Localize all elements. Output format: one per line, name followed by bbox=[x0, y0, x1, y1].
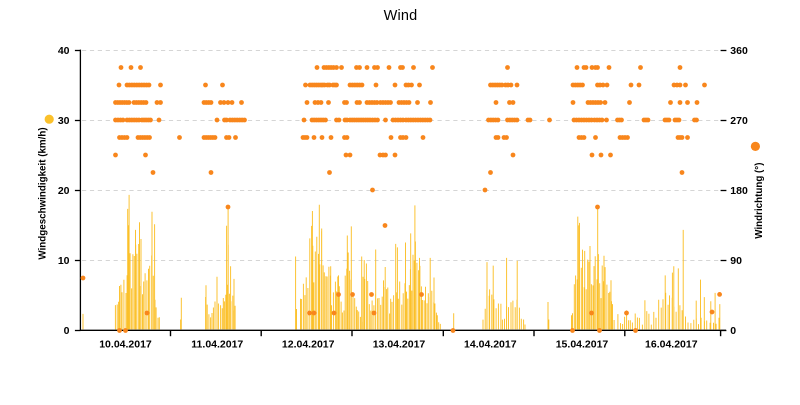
svg-text:90: 90 bbox=[730, 255, 742, 267]
svg-text:Windrichtung (°): Windrichtung (°) bbox=[754, 162, 765, 238]
svg-text:16.04.2017: 16.04.2017 bbox=[645, 339, 698, 351]
svg-text:0: 0 bbox=[730, 325, 736, 337]
svg-text:0: 0 bbox=[64, 325, 70, 337]
svg-text:12.04.2017: 12.04.2017 bbox=[282, 339, 335, 351]
svg-text:30: 30 bbox=[58, 115, 70, 127]
svg-text:11.04.2017: 11.04.2017 bbox=[191, 339, 243, 351]
svg-text:20: 20 bbox=[58, 185, 70, 197]
svg-text:270: 270 bbox=[730, 115, 748, 127]
svg-text:10.04.2017: 10.04.2017 bbox=[99, 339, 152, 351]
svg-text:40: 40 bbox=[58, 45, 70, 57]
svg-text:10: 10 bbox=[58, 255, 70, 267]
svg-text:Wind: Wind bbox=[384, 8, 418, 24]
svg-text:360: 360 bbox=[730, 45, 748, 57]
svg-text:15.04.2017: 15.04.2017 bbox=[556, 339, 609, 351]
svg-text:13.04.2017: 13.04.2017 bbox=[373, 339, 426, 351]
svg-text:180: 180 bbox=[730, 185, 748, 197]
svg-text:14.04.2017: 14.04.2017 bbox=[464, 339, 517, 351]
svg-text:Windgeschwindigkeit (km/h): Windgeschwindigkeit (km/h) bbox=[37, 127, 48, 259]
